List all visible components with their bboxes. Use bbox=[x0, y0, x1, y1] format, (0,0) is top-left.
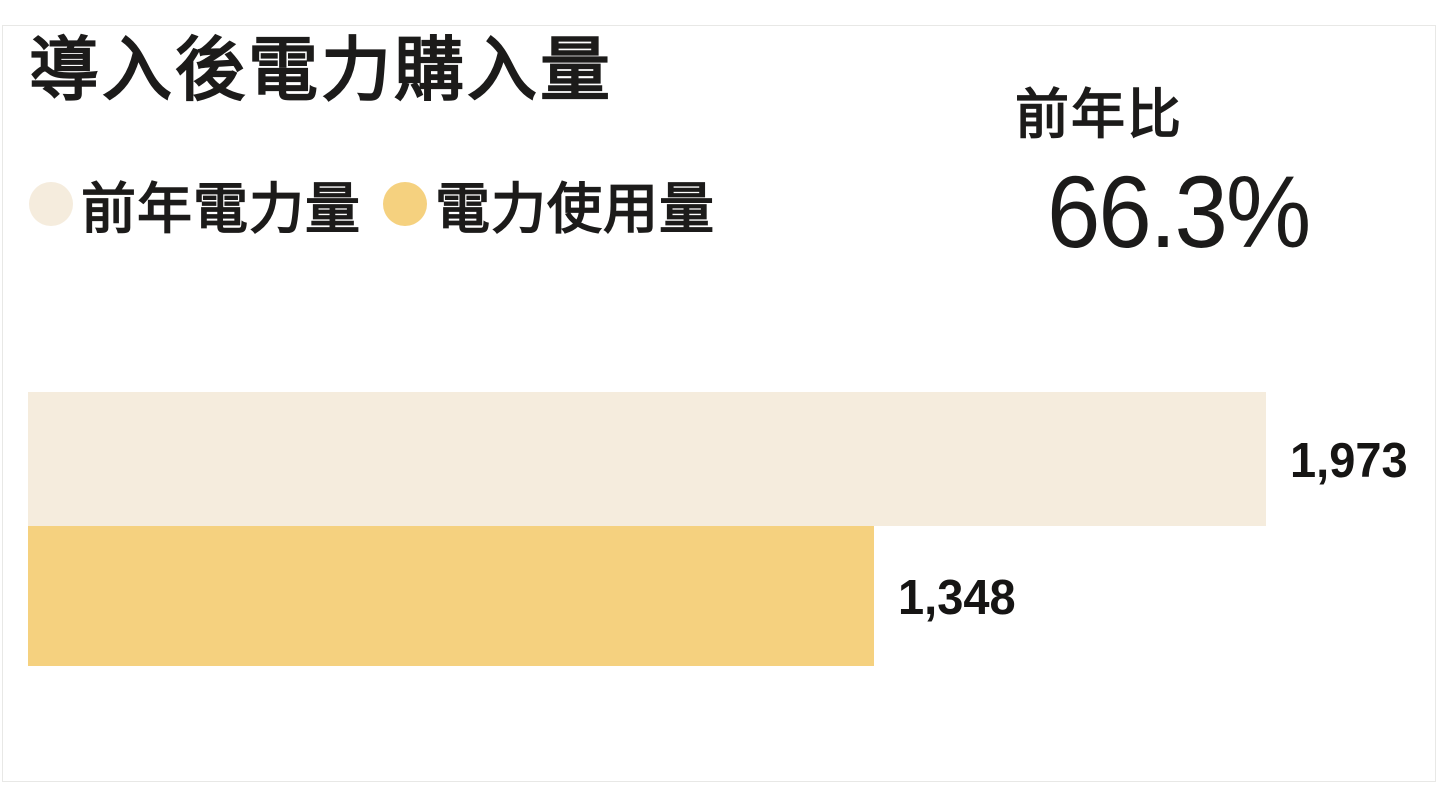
chart-title: 導入後電力購入量 bbox=[29, 31, 613, 109]
bar-value-label: 1,973 bbox=[1290, 431, 1408, 487]
legend-label: 前年電力量 bbox=[81, 178, 362, 240]
bar-row-usage: 1,348 bbox=[28, 526, 1016, 666]
bar-row-previous-year: 1,973 bbox=[28, 392, 1408, 526]
kpi-value: 66.3% bbox=[1047, 156, 1311, 270]
legend-dot-icon bbox=[29, 182, 73, 226]
bar-previous-year[interactable] bbox=[28, 392, 1266, 526]
legend-dot-icon bbox=[383, 182, 428, 226]
legend-label: 電力使用量 bbox=[435, 178, 716, 240]
chart-card: 導入後電力購入量 前年比 66.3% 前年電力量 電力使用量 1,973 1,3… bbox=[2, 25, 1436, 782]
bar-usage[interactable] bbox=[28, 526, 874, 666]
plot-area: 1,973 1,348 bbox=[28, 392, 1413, 672]
kpi-label: 前年比 bbox=[1015, 85, 1183, 145]
legend-item-previous-year[interactable]: 前年電力量 bbox=[29, 164, 361, 244]
kpi-block: 前年比 66.3% bbox=[1015, 70, 1415, 269]
legend-item-usage[interactable]: 電力使用量 bbox=[383, 164, 715, 244]
bar-value-label: 1,348 bbox=[898, 568, 1016, 624]
legend: 前年電力量 電力使用量 bbox=[29, 164, 715, 244]
